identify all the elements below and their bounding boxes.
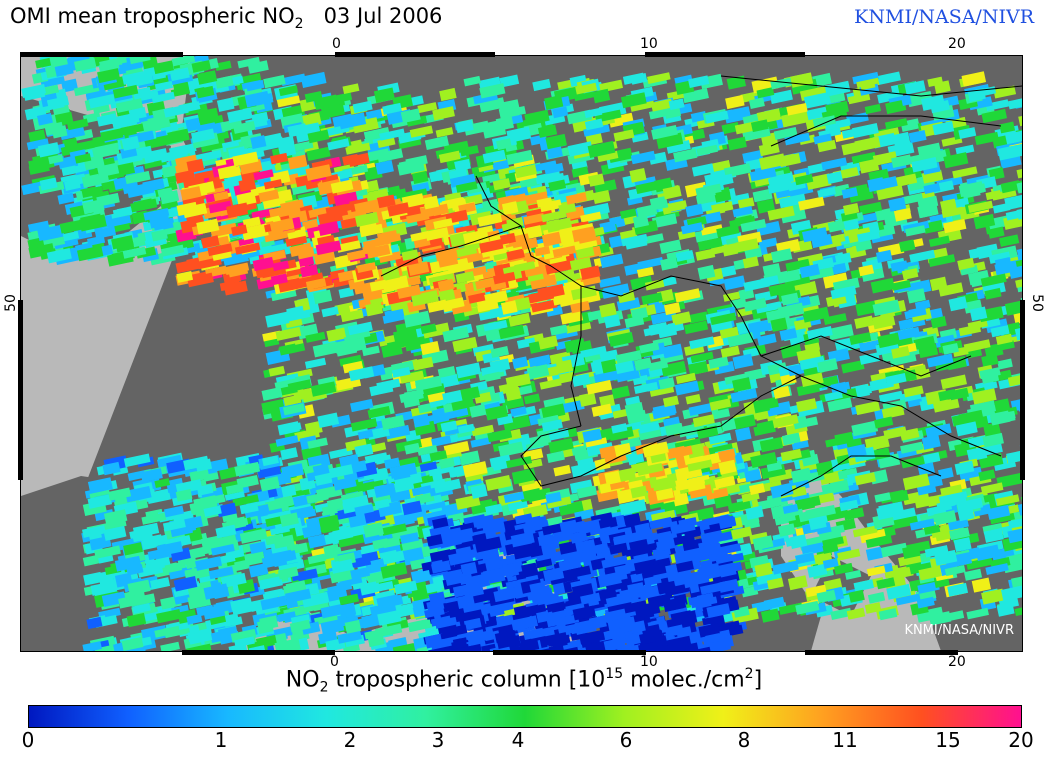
colorbar-tick-8: 8 (737, 728, 751, 752)
colorbar-tick-2: 2 (343, 728, 357, 752)
lon-tick-top-0: 0 (332, 36, 341, 52)
border-line-6 (670, 375, 802, 437)
lon-tick-bottom-0: 0 (330, 654, 339, 670)
lat-tick-right: 50 (1028, 294, 1045, 312)
border-line-1 (550, 265, 582, 427)
colorbar-tick-6: 6 (619, 728, 633, 752)
title-subscript: 2 (294, 16, 304, 33)
swath-england-high (175, 151, 370, 296)
colorbar-tick-11: 11 (832, 728, 858, 752)
lon-tick-top-10: 10 (640, 36, 658, 52)
country-borders (380, 75, 1022, 497)
frame-top-seg-1 (20, 52, 183, 57)
border-line-5 (760, 335, 972, 377)
swath-biscay-iberia (81, 452, 468, 651)
frame-bottom-seg-2 (493, 650, 646, 655)
frame-left-seg (18, 300, 23, 480)
lon-tick-bottom-10: 10 (640, 654, 658, 670)
border-line-8 (780, 455, 942, 497)
swath-central-europe (261, 71, 1022, 628)
title-prefix: OMI mean tropospheric NO (10, 4, 295, 28)
colorbar-tick-1: 1 (214, 728, 228, 752)
border-line-9 (720, 75, 1022, 97)
colorbar-tick-0: 0 (21, 728, 35, 752)
no2-pixel-layer (21, 56, 1022, 651)
title-date: 03 Jul 2006 (323, 4, 443, 28)
frame-right-seg (1020, 300, 1025, 480)
colorbar-tick-4: 4 (511, 728, 525, 752)
swath-benelux-high (352, 191, 602, 317)
colorbar-title: NO2 tropospheric column [1015 molec./cm2… (285, 666, 763, 696)
border-line-10 (770, 115, 1002, 147)
lat-tick-left: 50 (2, 294, 19, 312)
map-canvas (21, 56, 1022, 651)
colorbar-tick-3: 3 (431, 728, 445, 752)
swath-med-low (421, 512, 748, 651)
frame-bottom-seg-3 (805, 650, 958, 655)
border-line-3 (520, 425, 672, 487)
swath-po-valley (592, 441, 741, 507)
map-title: OMI mean tropospheric NO2 03 Jul 2006 (10, 4, 442, 32)
border-line-2 (380, 225, 522, 277)
frame-top-seg-2 (335, 52, 495, 57)
frame-top-seg-3 (645, 52, 805, 57)
colorbar-tick-20: 20 (1008, 728, 1034, 752)
border-line-7 (800, 375, 1002, 457)
watermark: KNMI/NASA/NIVR (904, 623, 1014, 638)
colorbar-tick-15: 15 (935, 728, 961, 752)
colorbar (28, 705, 1022, 728)
swath-northwest (21, 56, 285, 267)
no2-map (20, 55, 1023, 652)
lon-tick-bottom-20: 20 (948, 654, 966, 670)
frame-bottom-seg-1 (182, 650, 335, 655)
lon-tick-top-20: 20 (948, 36, 966, 52)
credit-label: KNMI/NASA/NIVR (854, 6, 1034, 28)
